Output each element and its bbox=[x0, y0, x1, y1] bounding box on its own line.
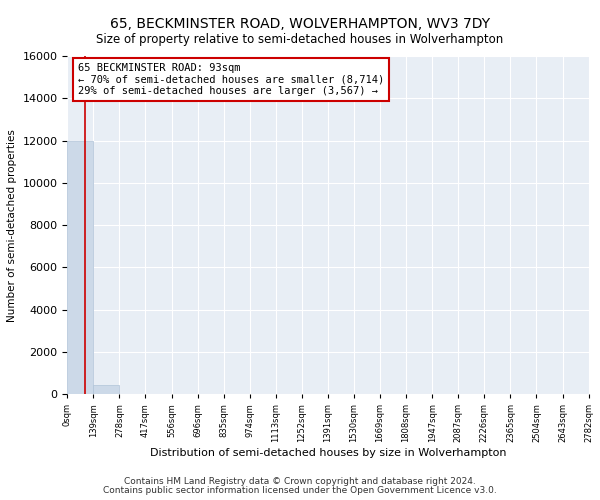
Bar bbox=[94, 385, 119, 394]
Bar bbox=[67, 140, 94, 394]
Y-axis label: Number of semi-detached properties: Number of semi-detached properties bbox=[7, 128, 17, 322]
Text: Size of property relative to semi-detached houses in Wolverhampton: Size of property relative to semi-detach… bbox=[97, 32, 503, 46]
Text: 65, BECKMINSTER ROAD, WOLVERHAMPTON, WV3 7DY: 65, BECKMINSTER ROAD, WOLVERHAMPTON, WV3… bbox=[110, 18, 490, 32]
Text: 65 BECKMINSTER ROAD: 93sqm
← 70% of semi-detached houses are smaller (8,714)
29%: 65 BECKMINSTER ROAD: 93sqm ← 70% of semi… bbox=[78, 62, 384, 96]
Text: Contains public sector information licensed under the Open Government Licence v3: Contains public sector information licen… bbox=[103, 486, 497, 495]
Text: Contains HM Land Registry data © Crown copyright and database right 2024.: Contains HM Land Registry data © Crown c… bbox=[124, 477, 476, 486]
X-axis label: Distribution of semi-detached houses by size in Wolverhampton: Distribution of semi-detached houses by … bbox=[150, 448, 506, 458]
